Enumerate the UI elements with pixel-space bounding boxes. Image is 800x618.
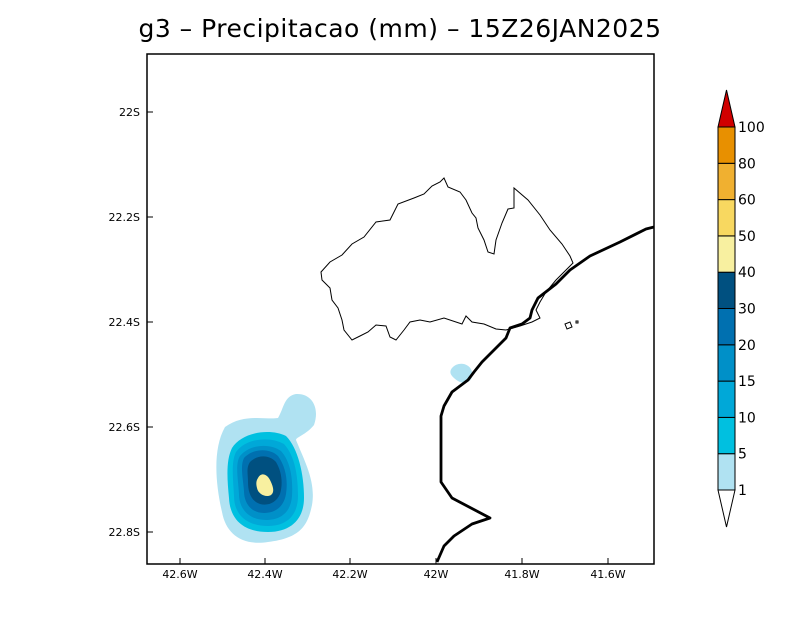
colorbar-max-arrow bbox=[717, 89, 736, 128]
island-outline bbox=[564, 321, 573, 330]
colorbar-box bbox=[717, 235, 736, 273]
colorbar-label: 60 bbox=[738, 193, 756, 209]
y-tick-label: 22S bbox=[119, 106, 140, 119]
colorbar-label: 50 bbox=[738, 229, 756, 245]
colorbar-box bbox=[717, 162, 736, 201]
colorbar-box bbox=[717, 453, 736, 491]
y-axis: 22S 22.2S 22.4S 22.6S 22.8S bbox=[109, 106, 153, 539]
y-tick-label: 22.8S bbox=[109, 526, 140, 539]
y-tick-label: 22.2S bbox=[109, 211, 140, 224]
precipitation-field bbox=[216, 363, 473, 543]
x-tick-label: 42.6W bbox=[162, 568, 197, 581]
colorbar-box bbox=[717, 344, 736, 382]
colorbar-box bbox=[717, 416, 736, 455]
colorbar-label: 1 bbox=[738, 483, 747, 499]
y-tick-label: 22.4S bbox=[109, 316, 140, 329]
colorbar-min-arrow bbox=[717, 489, 736, 528]
colorbar-label: 80 bbox=[738, 156, 756, 172]
island-outline-2 bbox=[575, 320, 579, 324]
coastline bbox=[435, 225, 655, 563]
map-frame bbox=[146, 53, 655, 565]
colorbar-label: 10 bbox=[738, 410, 756, 426]
y-tick-label: 22.6S bbox=[109, 421, 140, 434]
colorbar-label: 100 bbox=[738, 120, 765, 136]
x-tick-label: 42.4W bbox=[247, 568, 282, 581]
colorbar-box bbox=[717, 308, 736, 346]
map-title: g3 – Precipitacao (mm) – 15Z26JAN2025 bbox=[138, 14, 662, 43]
colorbar-label: 20 bbox=[738, 338, 756, 354]
colorbar-box bbox=[717, 126, 736, 164]
x-tick-label: 42W bbox=[424, 568, 449, 581]
colorbar-label: 15 bbox=[738, 374, 756, 390]
colorbar-label: 40 bbox=[738, 265, 756, 281]
colorbar-box bbox=[717, 199, 736, 237]
x-axis: 42.6W 42.4W 42.2W 42W 41.8W 41.6W bbox=[162, 558, 626, 581]
colorbar-box bbox=[717, 380, 736, 418]
precip-contour-40 bbox=[256, 474, 274, 497]
precip-contour-1b bbox=[450, 363, 473, 383]
municipality-boundary bbox=[320, 177, 574, 341]
x-tick-label: 41.8W bbox=[504, 568, 539, 581]
colorbar-label: 30 bbox=[738, 302, 756, 318]
x-tick-label: 42.2W bbox=[332, 568, 367, 581]
colorbar-box bbox=[717, 271, 736, 310]
x-tick-label: 41.6W bbox=[590, 568, 625, 581]
colorbar-label: 5 bbox=[738, 447, 747, 463]
